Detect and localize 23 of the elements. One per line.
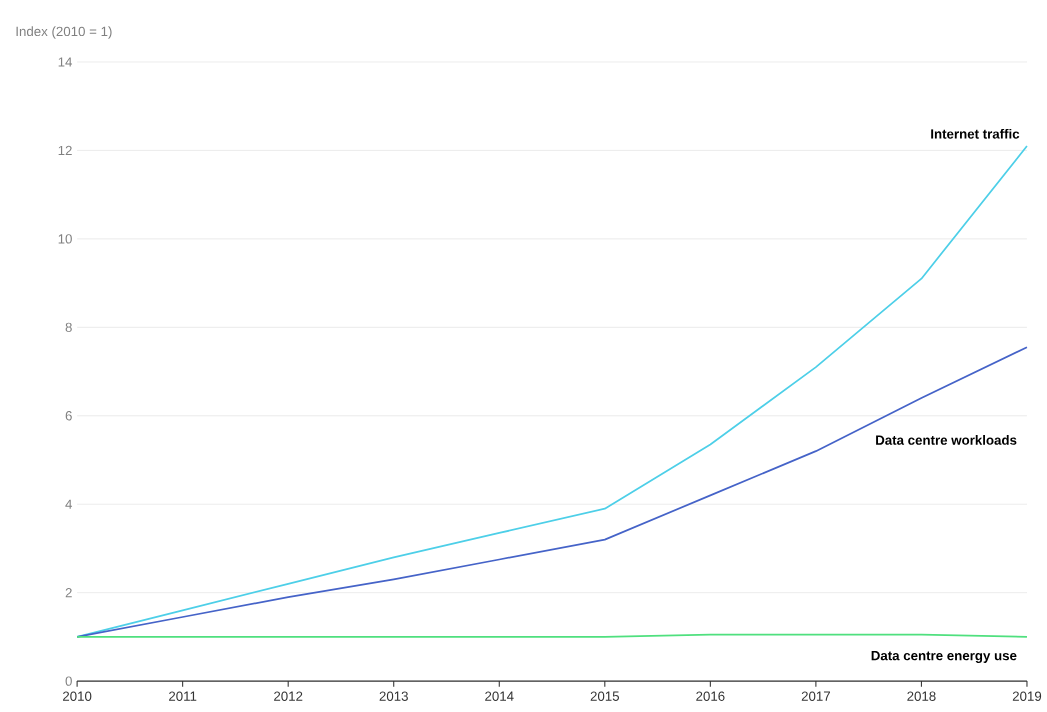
series-label: Data centre energy use [871, 650, 1017, 663]
y-tick-label: 8 [65, 322, 72, 332]
x-tick-label: 2019 [1012, 691, 1042, 701]
series-label: Internet traffic [931, 128, 1020, 139]
y-tick-label: 12 [58, 145, 72, 156]
x-tick-label: 2017 [801, 691, 830, 701]
y-tick-label: 2 [65, 587, 72, 598]
x-tick-label: 2014 [485, 691, 514, 701]
y-tick-label: 14 [58, 57, 73, 67]
y-tick-label: 6 [65, 411, 72, 421]
y-tick-label: 0 [65, 676, 72, 686]
x-tick-label: 2016 [696, 691, 725, 701]
x-tick-label: 2010 [63, 691, 92, 701]
y-axis-title: Index (2010 = 1) [16, 26, 112, 39]
y-tick-label: 4 [65, 499, 73, 509]
x-tick-label: 2013 [379, 691, 408, 701]
x-tick-label: 2012 [274, 691, 303, 701]
x-tick-label: 2018 [907, 691, 936, 701]
x-tick-label: 2015 [590, 691, 620, 701]
y-tick-label: 10 [58, 234, 72, 244]
series-label: Data centre workloads [876, 435, 1017, 445]
x-tick-label: 2011 [169, 691, 197, 701]
line-series [76, 145, 1028, 638]
